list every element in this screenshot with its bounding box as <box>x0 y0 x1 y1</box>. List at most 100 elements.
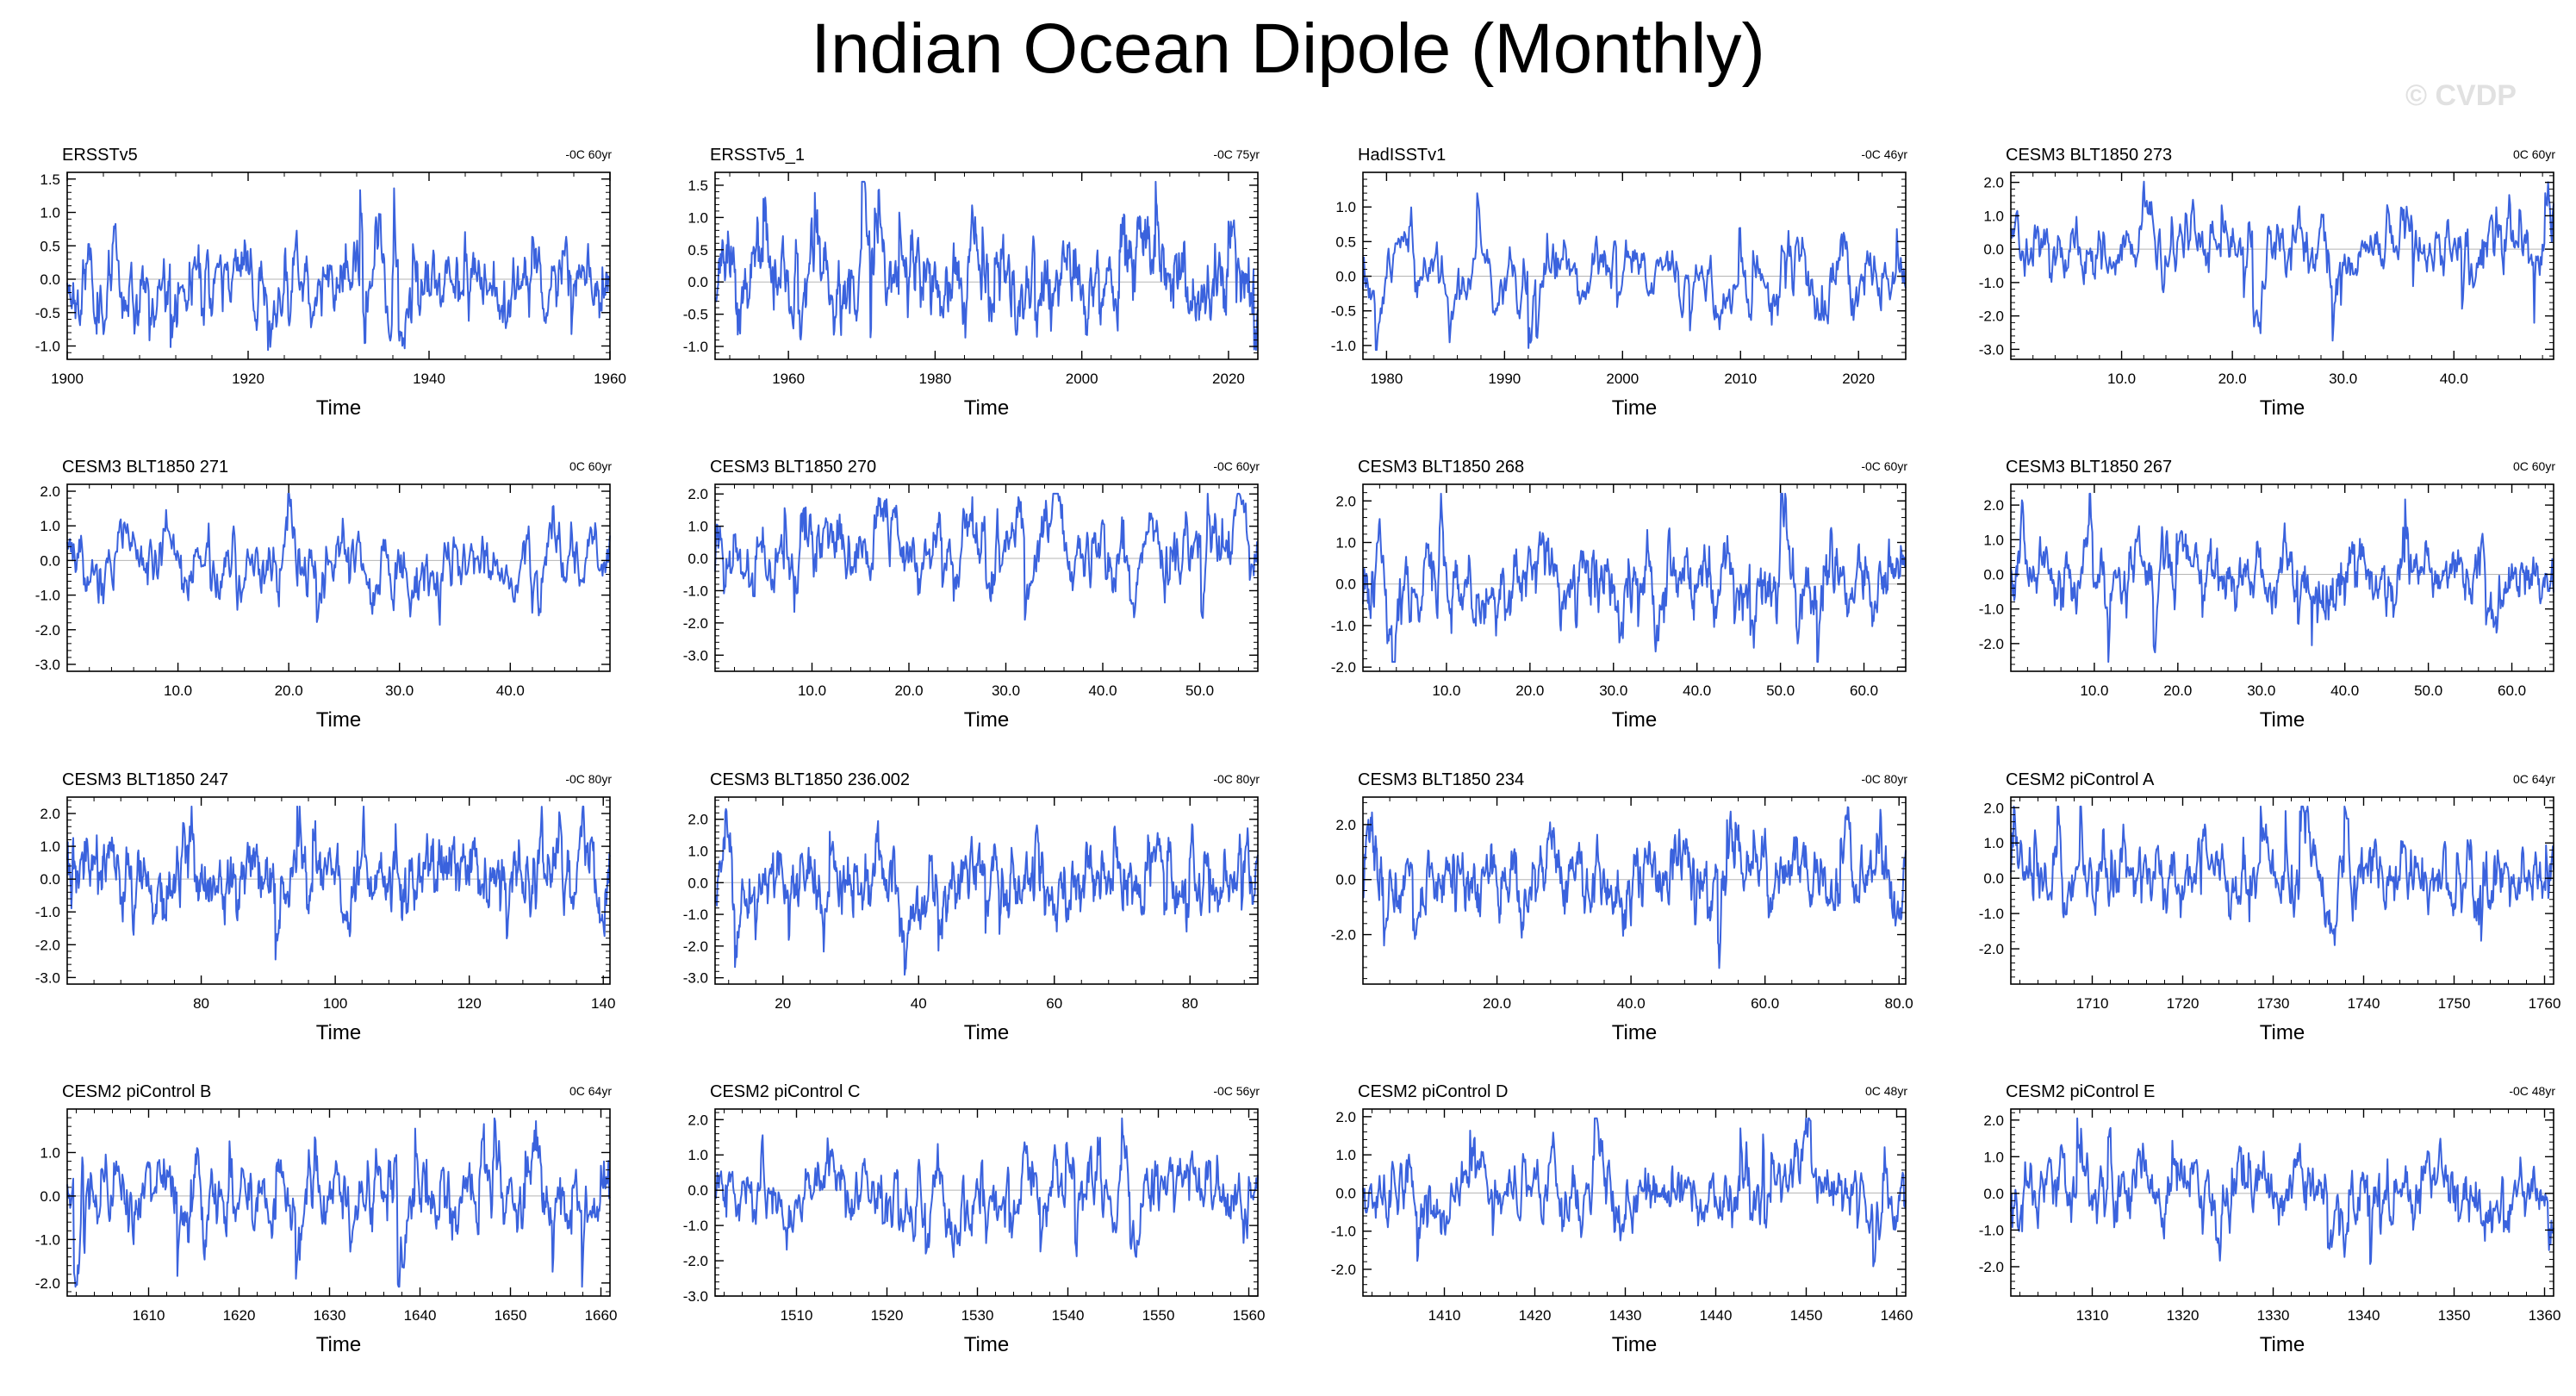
y-tick-label: -2.0 <box>1331 659 1356 676</box>
plot-frame <box>66 1108 611 1297</box>
series-line <box>66 805 611 961</box>
x-tick-label: 30.0 <box>2247 682 2275 699</box>
x-tick-label: 1440 <box>1700 1307 1733 1324</box>
x-tick-label: 60 <box>1046 995 1062 1012</box>
panel-title: CESM2 piControl D <box>1358 1082 1509 1101</box>
x-tick-label: 1350 <box>2438 1307 2471 1324</box>
x-axis-label: Time <box>316 1021 361 1044</box>
y-tick-label: 0.0 <box>688 551 708 567</box>
y-tick-label: 1.0 <box>40 205 60 221</box>
x-tick-label: 10.0 <box>798 682 826 699</box>
x-tick-label: 40.0 <box>2440 371 2468 387</box>
x-tick-label: 1360 <box>2529 1307 2561 1324</box>
x-tick-label: 30.0 <box>2329 371 2357 387</box>
x-tick-label: 1560 <box>1233 1307 1266 1324</box>
y-tick-label: 0.0 <box>1983 241 2004 258</box>
x-tick-label: 40.0 <box>1088 682 1117 699</box>
x-tick-label: 80.0 <box>1885 995 1913 1012</box>
cvdp-watermark: © CVDP <box>2405 79 2517 112</box>
x-axis-label: Time <box>964 708 1009 732</box>
y-tick-label: 0.0 <box>688 875 708 891</box>
panel-title: ERSSTv5 <box>62 146 138 165</box>
x-tick-label: 20.0 <box>2163 682 2192 699</box>
x-tick-label: 1740 <box>2348 995 2380 1012</box>
x-tick-label: 1610 <box>133 1307 165 1324</box>
y-tick-label: 1.0 <box>1335 1147 1356 1163</box>
y-tick-label: 1.5 <box>40 171 60 188</box>
x-axis-label: Time <box>1612 396 1657 420</box>
x-tick-label: 1730 <box>2257 995 2290 1012</box>
y-tick-label: -3.0 <box>35 969 60 986</box>
y-tick-label: -2.0 <box>1979 308 2004 325</box>
y-tick-label: -3.0 <box>683 1288 708 1305</box>
series-line <box>2010 180 2554 342</box>
x-tick-label: 1960 <box>594 371 626 387</box>
x-tick-label: 1620 <box>223 1307 256 1324</box>
x-tick-label: 10.0 <box>2107 371 2136 387</box>
chart-panel-5: CESM3 BLT1850 271 0C 60yr -3.0 -2.0 -1.0 0.0 1… <box>35 458 613 732</box>
y-tick-label: 2.0 <box>688 486 708 502</box>
x-tick-label: 10.0 <box>1432 682 1460 699</box>
x-tick-label: 1540 <box>1052 1307 1085 1324</box>
y-tick-label: 0.0 <box>688 274 708 290</box>
page-title: Indian Ocean Dipole (Monthly) <box>811 9 1765 88</box>
x-tick-label: 20 <box>775 995 791 1012</box>
y-tick-label: 2.0 <box>1983 1112 2004 1129</box>
panel-title: CESM3 BLT1850 234 <box>1358 770 1524 789</box>
panel-annotation: 0C 64yr <box>2513 772 2555 786</box>
x-tick-label: 1520 <box>871 1307 904 1324</box>
x-tick-label: 1640 <box>404 1307 437 1324</box>
y-tick-label: 0.0 <box>40 552 60 569</box>
y-tick-label: -2.0 <box>35 937 60 953</box>
y-tick-label: 0.5 <box>688 242 708 259</box>
x-tick-label: 80 <box>1182 995 1198 1012</box>
series-line <box>714 180 1259 352</box>
x-tick-label: 120 <box>457 995 481 1012</box>
y-tick-label: -2.0 <box>1979 1259 2004 1275</box>
series-line <box>1362 192 1907 352</box>
x-tick-label: 20.0 <box>2218 371 2247 387</box>
x-tick-label: 2020 <box>1212 371 1245 387</box>
y-tick-label: -2.0 <box>35 622 60 639</box>
y-tick-label: 1.0 <box>1983 532 2004 548</box>
y-tick-label: 2.0 <box>1983 800 2004 816</box>
panel-title: ERSSTv5_1 <box>710 146 805 165</box>
chart-panel-16: CESM2 piControl E -0C 48yr -2.0 -1.0 0.0 1.0 2… <box>1979 1082 2561 1356</box>
y-tick-label: 0.0 <box>1335 576 1356 593</box>
x-tick-label: 1900 <box>51 371 84 387</box>
x-tick-label: 2020 <box>1842 371 1875 387</box>
y-tick-label: 1.5 <box>688 178 708 194</box>
x-tick-label: 20.0 <box>1483 995 1511 1012</box>
y-tick-label: -2.0 <box>683 615 708 632</box>
x-axis-label: Time <box>316 708 361 732</box>
x-tick-label: 60.0 <box>2498 682 2526 699</box>
y-tick-label: -1.0 <box>1331 618 1356 634</box>
panel-annotation: -0C 60yr <box>565 147 612 161</box>
series-line <box>714 492 1259 621</box>
panel-title: CESM3 BLT1850 236.002 <box>710 770 910 789</box>
x-axis-label: Time <box>2260 708 2305 732</box>
x-tick-label: 2010 <box>1724 371 1757 387</box>
x-tick-label: 140 <box>591 995 615 1012</box>
chart-panel-4: CESM3 BLT1850 273 0C 60yr -3.0 -2.0 -1.0 0.0 1… <box>1979 146 2556 420</box>
series-line <box>1362 1117 1907 1268</box>
y-tick-label: -0.5 <box>683 307 708 323</box>
x-tick-label: 50.0 <box>1766 682 1795 699</box>
panel-annotation: 0C 60yr <box>569 459 612 473</box>
y-tick-label: -1.0 <box>35 339 60 355</box>
y-tick-label: -1.0 <box>1979 1222 2004 1238</box>
x-tick-label: 10.0 <box>2080 682 2108 699</box>
panel-annotation: -0C 56yr <box>1213 1084 1260 1098</box>
panel-annotation: 0C 64yr <box>569 1084 612 1098</box>
chart-panel-7: CESM3 BLT1850 268 -0C 60yr -2.0 -1.0 0.0 1.0 2… <box>1331 458 1908 732</box>
series-line <box>2010 1117 2554 1265</box>
x-axis-label: Time <box>1612 1333 1657 1356</box>
chart-panel-3: HadISSTv1 -0C 46yr -1.0 -0.5 0.0 0.5 1.0 1980 19… <box>1331 146 1908 420</box>
y-tick-label: 0.0 <box>1983 1186 2004 1202</box>
y-tick-label: -3.0 <box>35 657 60 673</box>
y-tick-label: 1.0 <box>688 844 708 860</box>
x-tick-label: 1980 <box>1370 371 1403 387</box>
x-axis-label: Time <box>964 1021 1009 1044</box>
panel-title: CESM3 BLT1850 273 <box>2006 146 2172 165</box>
y-tick-label: 1.0 <box>1983 1149 2004 1165</box>
